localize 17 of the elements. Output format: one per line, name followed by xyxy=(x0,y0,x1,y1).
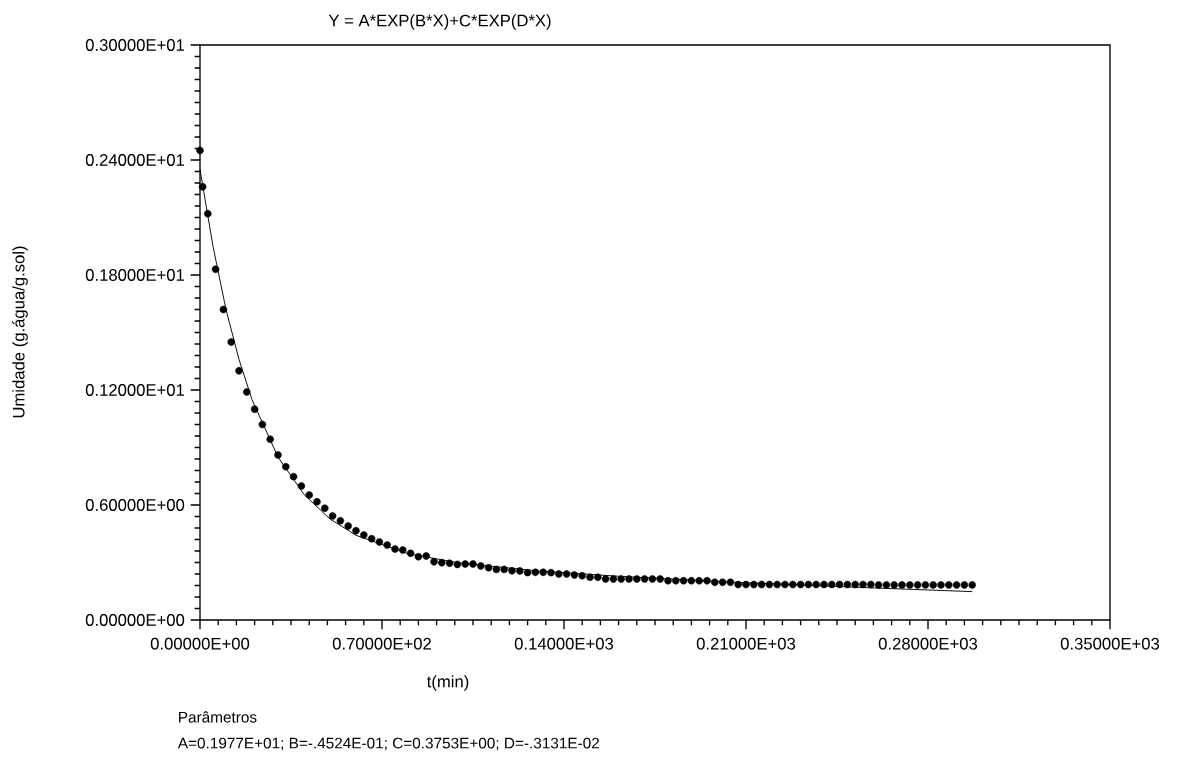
x-tick-label: 0.00000E+00 xyxy=(150,637,250,650)
chart-title: Y = A*EXP(B*X)+C*EXP(D*X) xyxy=(328,14,551,30)
y-tick-label: 0.30000E+01 xyxy=(85,39,185,51)
y-tick-label: 0.00000E+00 xyxy=(85,614,185,626)
y-tick-label: 0.60000E+00 xyxy=(85,499,185,511)
x-tick-label: 0.21000E+03 xyxy=(696,637,796,650)
y-tick-label: 0.24000E+01 xyxy=(85,154,185,166)
x-tick-label: 0.14000E+03 xyxy=(514,637,614,650)
text: Parâmetros xyxy=(179,711,257,723)
y-tick-label: 0.18000E+01 xyxy=(85,269,185,281)
y-axis-title: Umidade (g.água/g.sol) xyxy=(12,246,28,418)
x-axis-title: t(min) xyxy=(426,675,469,691)
x-tick-label: 0.28000E+03 xyxy=(878,637,978,650)
x-tick-label: 0.35000E+03 xyxy=(1060,637,1160,650)
text: A=0.1977E+01; B=-.4524E-01; C=0.3753E+00; D=-.3131E-02 xyxy=(177,737,599,751)
x-tick-label: 0.70000E+02 xyxy=(332,637,431,650)
y-tick-label: 0.12000E+01 xyxy=(85,384,185,396)
